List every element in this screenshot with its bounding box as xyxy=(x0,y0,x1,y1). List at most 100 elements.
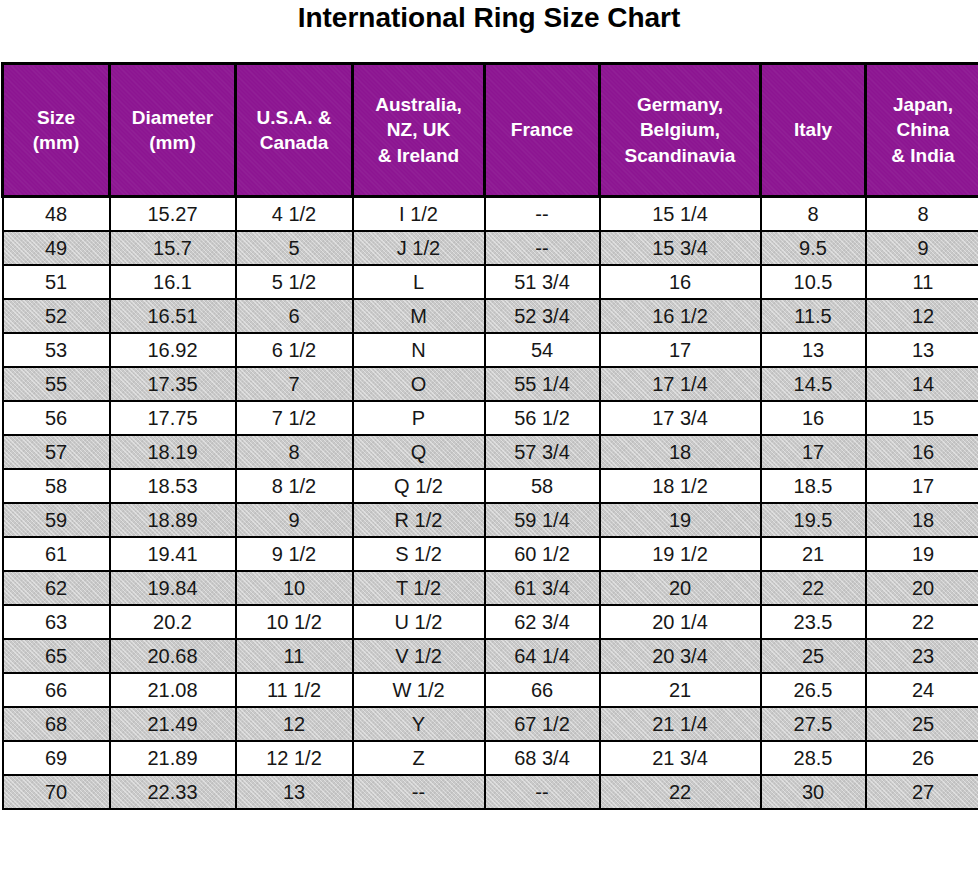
cell: 16 1/2 xyxy=(600,299,761,333)
cell: 11 xyxy=(866,265,978,299)
cell: 51 3/4 xyxy=(485,265,600,299)
cell: 63 xyxy=(3,605,110,639)
column-header-germany: Germany, Belgium, Scandinavia xyxy=(600,64,761,197)
cell: 20 xyxy=(600,571,761,605)
cell: 19.84 xyxy=(110,571,236,605)
cell: 25 xyxy=(761,639,866,673)
cell: 21.49 xyxy=(110,707,236,741)
cell: 61 xyxy=(3,537,110,571)
cell: -- xyxy=(353,775,485,809)
table-row: 6921.8912 1/2Z68 3/421 3/428.526 xyxy=(3,741,978,775)
cell: 22 xyxy=(761,571,866,605)
cell: 17 3/4 xyxy=(600,401,761,435)
table-row: 6520.6811V 1/264 1/420 3/42523 xyxy=(3,639,978,673)
cell: 61 3/4 xyxy=(485,571,600,605)
table-row: 5517.357O55 1/417 1/414.514 xyxy=(3,367,978,401)
cell: 28.5 xyxy=(761,741,866,775)
table-row: 6621.0811 1/2W 1/2662126.524 xyxy=(3,673,978,707)
cell: 20.2 xyxy=(110,605,236,639)
cell: 16 xyxy=(761,401,866,435)
cell: 11.5 xyxy=(761,299,866,333)
cell: 21.89 xyxy=(110,741,236,775)
cell: 18.53 xyxy=(110,469,236,503)
table-row: 7022.3313----223027 xyxy=(3,775,978,809)
cell: 66 xyxy=(3,673,110,707)
cell: 51 xyxy=(3,265,110,299)
cell: 18 1/2 xyxy=(600,469,761,503)
cell: 15 xyxy=(866,401,978,435)
cell: 20 1/4 xyxy=(600,605,761,639)
cell: I 1/2 xyxy=(353,197,485,232)
cell: 25 xyxy=(866,707,978,741)
cell: 14.5 xyxy=(761,367,866,401)
cell: 17.75 xyxy=(110,401,236,435)
cell: 7 1/2 xyxy=(236,401,353,435)
table-body: 4815.274 1/2I 1/2--15 1/4884915.75J 1/2-… xyxy=(3,197,978,810)
cell: 52 3/4 xyxy=(485,299,600,333)
cell: 64 1/4 xyxy=(485,639,600,673)
column-header-australia: Australia, NZ, UK & Ireland xyxy=(353,64,485,197)
cell: 19.41 xyxy=(110,537,236,571)
cell: 18 xyxy=(866,503,978,537)
cell: -- xyxy=(485,231,600,265)
column-header-diameter: Diameter (mm) xyxy=(110,64,236,197)
table-row: 5316.926 1/2N54171313 xyxy=(3,333,978,367)
cell: 60 1/2 xyxy=(485,537,600,571)
cell: 54 xyxy=(485,333,600,367)
cell: 49 xyxy=(3,231,110,265)
cell: Y xyxy=(353,707,485,741)
cell: 67 1/2 xyxy=(485,707,600,741)
cell: 9 xyxy=(236,503,353,537)
table-header: Size (mm)Diameter (mm)U.S.A. & CanadaAus… xyxy=(3,64,978,197)
cell: 62 xyxy=(3,571,110,605)
cell: -- xyxy=(485,775,600,809)
page-title: International Ring Size Chart xyxy=(0,0,978,38)
cell: 18 xyxy=(600,435,761,469)
cell: L xyxy=(353,265,485,299)
cell: V 1/2 xyxy=(353,639,485,673)
cell: 22.33 xyxy=(110,775,236,809)
cell: 9.5 xyxy=(761,231,866,265)
cell: W 1/2 xyxy=(353,673,485,707)
cell: 18.19 xyxy=(110,435,236,469)
cell: 6 xyxy=(236,299,353,333)
cell: 57 xyxy=(3,435,110,469)
column-header-italy: Italy xyxy=(761,64,866,197)
cell: 55 xyxy=(3,367,110,401)
cell: 70 xyxy=(3,775,110,809)
cell: T 1/2 xyxy=(353,571,485,605)
table-row: 5918.899R 1/259 1/41919.518 xyxy=(3,503,978,537)
cell: U 1/2 xyxy=(353,605,485,639)
cell: 17 xyxy=(600,333,761,367)
cell: 58 xyxy=(3,469,110,503)
cell: 19 xyxy=(600,503,761,537)
cell: 16 xyxy=(866,435,978,469)
column-header-u-s-a: U.S.A. & Canada xyxy=(236,64,353,197)
cell: 55 1/4 xyxy=(485,367,600,401)
cell: 16.51 xyxy=(110,299,236,333)
cell: 18.89 xyxy=(110,503,236,537)
cell: 21 xyxy=(600,673,761,707)
table-row: 6219.8410T 1/261 3/4202220 xyxy=(3,571,978,605)
cell: 19.5 xyxy=(761,503,866,537)
cell: 12 1/2 xyxy=(236,741,353,775)
cell: P xyxy=(353,401,485,435)
cell: 26.5 xyxy=(761,673,866,707)
cell: 57 3/4 xyxy=(485,435,600,469)
table-row: 5116.15 1/2L51 3/41610.511 xyxy=(3,265,978,299)
table-row: 5818.538 1/2Q 1/25818 1/218.517 xyxy=(3,469,978,503)
cell: 53 xyxy=(3,333,110,367)
cell: O xyxy=(353,367,485,401)
table-row: 4915.75J 1/2--15 3/49.59 xyxy=(3,231,978,265)
cell: 19 xyxy=(866,537,978,571)
cell: 30 xyxy=(761,775,866,809)
cell: 15 1/4 xyxy=(600,197,761,232)
cell: 19 1/2 xyxy=(600,537,761,571)
cell: 11 1/2 xyxy=(236,673,353,707)
cell: 20 xyxy=(866,571,978,605)
cell: 13 xyxy=(761,333,866,367)
table-row: 5718.198Q57 3/4181716 xyxy=(3,435,978,469)
cell: 52 xyxy=(3,299,110,333)
cell: Q 1/2 xyxy=(353,469,485,503)
column-header-france: France xyxy=(485,64,600,197)
